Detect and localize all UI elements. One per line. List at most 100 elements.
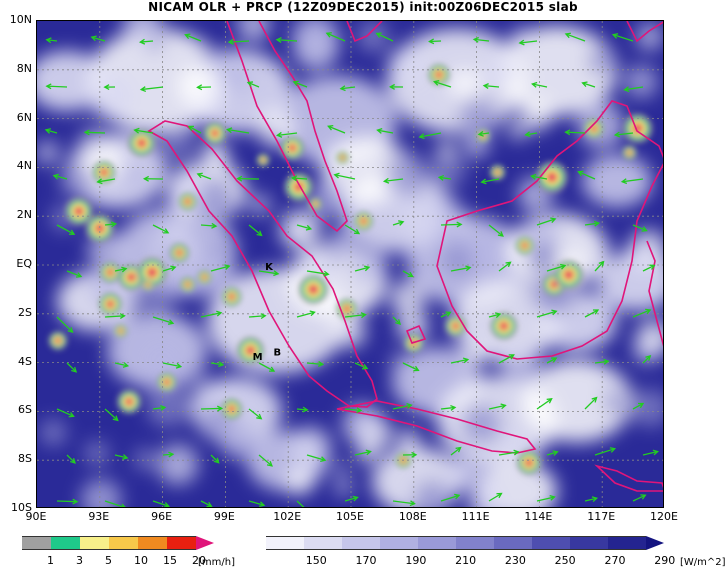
precip-cell: [185, 199, 190, 204]
cloud-speck: [88, 71, 136, 120]
precip-cell: [96, 225, 103, 232]
precip-cell: [177, 250, 182, 255]
wind-arrow: [162, 362, 181, 368]
wind-arrow: [344, 408, 362, 412]
wind-arrowhead: [119, 313, 126, 320]
wind-arrowhead: [398, 220, 405, 226]
coastline-borneo: [436, 100, 663, 360]
lon-label: 96E: [151, 510, 173, 523]
precip-cell: [453, 323, 459, 329]
wind-arrowhead: [121, 503, 126, 507]
cloud-speck: [401, 195, 446, 240]
wind-arrowhead: [645, 354, 652, 361]
precip-cell: [551, 281, 557, 288]
cloud-speck: [212, 240, 229, 258]
wind-arrowhead: [275, 37, 282, 43]
cloud-speck: [290, 426, 332, 468]
wind-arrowhead: [160, 404, 167, 411]
wind-arrowhead: [290, 175, 298, 182]
wind-arrowhead: [524, 131, 531, 138]
lon-label: 102E: [273, 510, 302, 523]
lat-label: 2S: [18, 305, 32, 319]
precip-cell: [436, 72, 442, 78]
wind-arrow: [519, 40, 538, 44]
wind-arrow: [642, 355, 651, 364]
cloud-speck: [631, 388, 663, 427]
wind-arrowhead: [437, 174, 445, 181]
wind-arrow: [392, 404, 412, 410]
wind-arrow: [498, 354, 515, 364]
wind-arrow: [439, 176, 452, 180]
wind-arrow: [66, 362, 77, 373]
wind-arrow: [104, 500, 126, 507]
wind-arrow: [546, 451, 558, 456]
cloud-speck: [141, 340, 183, 383]
coastlines: [147, 21, 663, 492]
wind-arrow: [185, 34, 202, 42]
wind-arrow: [210, 265, 230, 272]
olr-tick-label: 150: [305, 554, 327, 567]
wind-arrow: [141, 86, 164, 91]
wind-arrowhead: [226, 127, 233, 134]
lon-label: 108E: [398, 510, 427, 523]
wind-arrowhead: [505, 261, 512, 268]
precip-cell: [148, 268, 156, 276]
wind-arrowhead: [388, 83, 396, 90]
wind-arrowhead: [407, 271, 414, 278]
lat-label: 2N: [16, 208, 32, 222]
cloud-speck: [396, 310, 429, 343]
wind-arrow: [546, 357, 557, 364]
wind-arrow: [296, 408, 308, 411]
wind-arrowhead: [551, 357, 558, 363]
wind-arrowhead: [320, 456, 327, 462]
wind-arrow: [536, 310, 557, 318]
coastline-lesser-sunda: [594, 464, 663, 492]
wind-arrow: [104, 223, 116, 226]
wind-arrow: [578, 171, 596, 180]
wind-vectors: [44, 32, 660, 507]
cloud-speck: [437, 140, 455, 159]
wind-arrowhead: [450, 404, 457, 411]
wind-arrow: [531, 175, 548, 180]
wind-arrowhead: [71, 366, 78, 373]
wind-arrow: [296, 500, 305, 507]
precip-unit: [mm/h]: [198, 557, 235, 568]
wind-arrowhead: [309, 310, 316, 317]
wind-arrowhead: [275, 131, 283, 138]
wind-arrowhead: [609, 447, 617, 453]
wind-arrowhead: [365, 449, 372, 456]
wind-arrowhead: [546, 398, 553, 404]
wind-arrowhead: [549, 494, 556, 501]
wind-arrow: [258, 454, 273, 467]
wind-arrowhead: [45, 37, 52, 44]
precip-cell: [591, 126, 597, 131]
precip-tick-label: 5: [105, 554, 112, 567]
wind-arrowhead: [292, 80, 299, 87]
wind-arrowhead: [649, 264, 656, 270]
precip-cell: [627, 151, 631, 155]
wind-arrowhead: [496, 492, 503, 499]
wind-arrow: [152, 500, 169, 507]
cloud-speck: [333, 315, 367, 348]
wind-arrowhead: [581, 81, 588, 88]
olr-color-swatch: [608, 536, 646, 550]
wind-arrowhead: [175, 362, 183, 369]
wind-arrowhead: [339, 85, 346, 92]
wind-arrow: [536, 496, 555, 502]
wind-arrow: [258, 270, 279, 275]
cloud-speck: [603, 390, 628, 416]
wind-arrowhead: [462, 357, 470, 364]
coastline-java: [336, 400, 537, 454]
wind-arrow: [248, 408, 262, 420]
cloud-speck: [177, 67, 214, 104]
wind-arrow: [488, 492, 502, 502]
wind-arrowhead: [645, 308, 652, 315]
wind-arrowhead: [163, 502, 171, 507]
wind-arrowhead: [211, 222, 218, 229]
lat-label: 8S: [18, 452, 32, 466]
wind-arrowhead: [428, 38, 435, 45]
wind-arrow: [56, 316, 74, 333]
wind-arrowhead: [246, 81, 254, 87]
precip-color-swatch: [196, 536, 214, 550]
wind-arrow: [594, 360, 609, 364]
